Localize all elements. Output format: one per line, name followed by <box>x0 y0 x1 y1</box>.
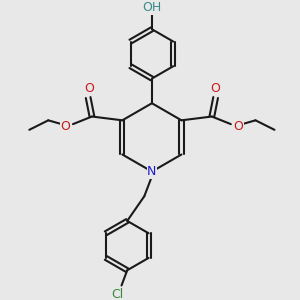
Text: O: O <box>84 82 94 94</box>
Text: Cl: Cl <box>112 288 124 300</box>
Text: OH: OH <box>142 1 161 14</box>
Text: O: O <box>60 119 70 133</box>
Text: O: O <box>210 82 220 94</box>
Text: O: O <box>233 119 243 133</box>
Text: N: N <box>147 165 157 178</box>
